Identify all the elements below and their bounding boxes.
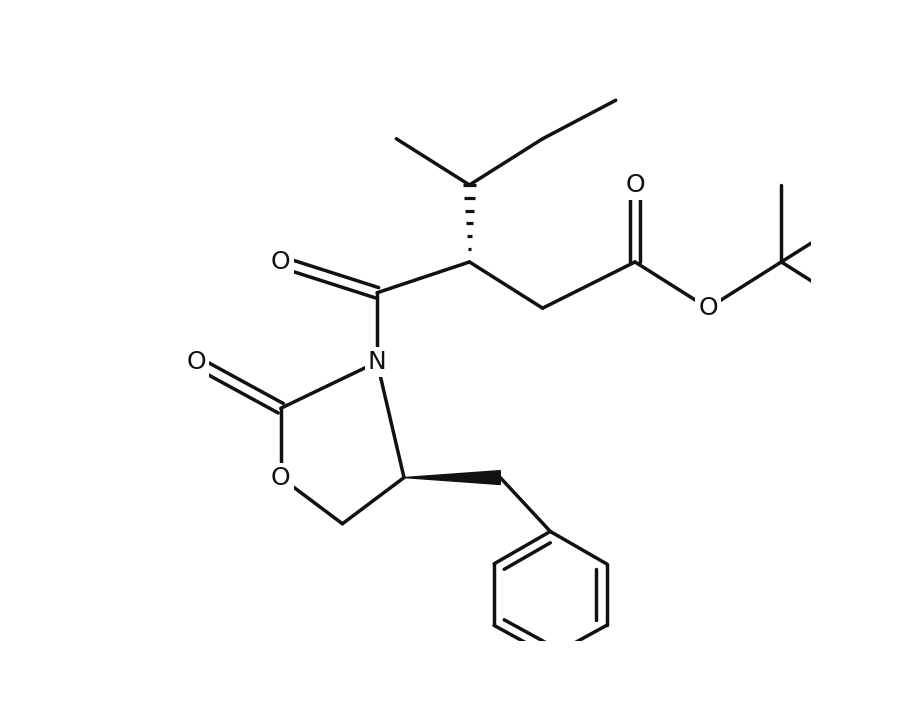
Polygon shape — [404, 471, 499, 485]
Text: O: O — [186, 350, 206, 374]
Text: O: O — [698, 296, 717, 320]
Text: O: O — [271, 250, 290, 274]
Text: O: O — [271, 466, 290, 490]
Text: N: N — [368, 350, 386, 374]
Text: O: O — [625, 173, 644, 197]
